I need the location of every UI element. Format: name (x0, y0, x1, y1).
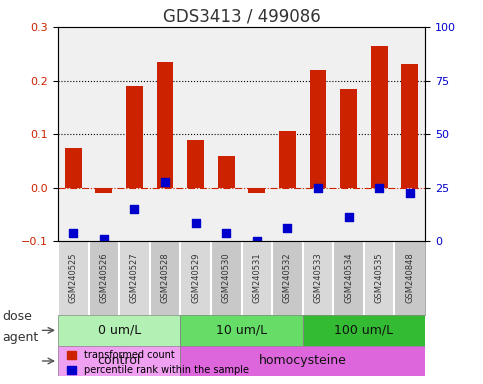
Bar (333, 242, 364, 315)
Bar (150, 242, 180, 315)
Bar (303, 242, 333, 315)
Bar (218, 156, 235, 188)
Point (253, 238, 261, 245)
Bar (96, 188, 112, 193)
Text: GSM240533: GSM240533 (313, 253, 323, 303)
Bar (248, 188, 265, 193)
Text: 100 um/L: 100 um/L (334, 324, 394, 337)
Point (314, 185, 322, 191)
Bar (58, 315, 180, 346)
Text: GSM240530: GSM240530 (222, 253, 231, 303)
Text: agent: agent (2, 331, 39, 344)
Bar (180, 315, 303, 346)
Bar (279, 131, 296, 188)
Text: GSM240527: GSM240527 (130, 253, 139, 303)
Bar (58, 242, 88, 315)
Point (375, 185, 383, 191)
Bar (371, 46, 387, 188)
Bar (395, 242, 425, 315)
Point (284, 225, 291, 231)
Text: GSM240525: GSM240525 (69, 253, 78, 303)
Bar (187, 139, 204, 188)
Point (70, 230, 77, 237)
Point (192, 220, 199, 226)
Text: 10 um/L: 10 um/L (216, 324, 267, 337)
Text: GSM240526: GSM240526 (99, 253, 108, 303)
Bar (58, 346, 180, 376)
Text: homocysteine: homocysteine (259, 354, 347, 367)
Text: GSM240848: GSM240848 (405, 253, 414, 303)
Text: GSM240529: GSM240529 (191, 253, 200, 303)
Legend: transformed count, percentile rank within the sample: transformed count, percentile rank withi… (63, 346, 253, 379)
Bar (211, 242, 242, 315)
Bar (401, 65, 418, 188)
Bar (310, 70, 327, 188)
Text: GSM240532: GSM240532 (283, 253, 292, 303)
Text: GSM240528: GSM240528 (160, 253, 170, 303)
Point (406, 190, 413, 196)
Point (130, 206, 138, 212)
Bar (65, 147, 82, 188)
Point (161, 179, 169, 185)
Bar (364, 242, 395, 315)
Bar (119, 242, 150, 315)
Text: control: control (98, 354, 141, 367)
Bar (88, 242, 119, 315)
Bar (272, 242, 303, 315)
Text: 0 um/L: 0 um/L (98, 324, 141, 337)
Title: GDS3413 / 499086: GDS3413 / 499086 (163, 7, 320, 25)
Bar (180, 242, 211, 315)
Bar (340, 89, 357, 188)
Point (222, 230, 230, 237)
Point (100, 236, 108, 242)
Bar (303, 315, 425, 346)
Text: GSM240534: GSM240534 (344, 253, 353, 303)
Bar (180, 346, 425, 376)
Text: dose: dose (2, 310, 32, 323)
Bar (126, 86, 143, 188)
Text: GSM240531: GSM240531 (252, 253, 261, 303)
Bar (242, 242, 272, 315)
Point (345, 214, 353, 220)
Text: GSM240535: GSM240535 (375, 253, 384, 303)
Bar (156, 62, 173, 188)
